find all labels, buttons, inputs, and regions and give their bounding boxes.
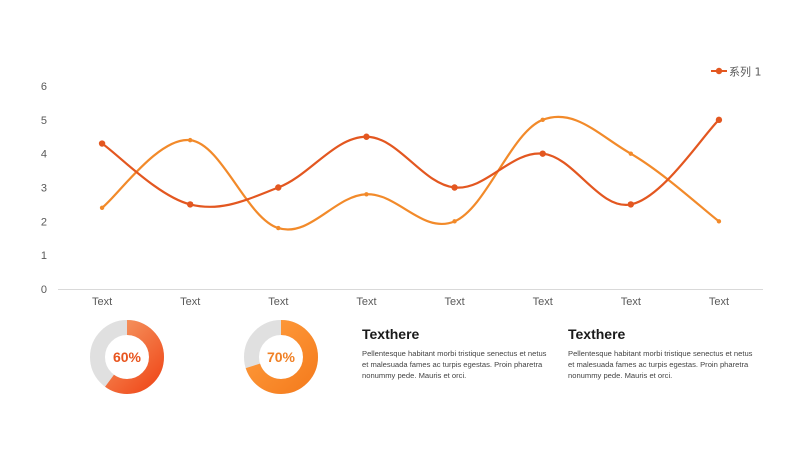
series-1-point [451, 184, 458, 191]
series-2-point [99, 205, 105, 210]
series-2-point [628, 151, 634, 156]
y-tick-label: 3 [41, 183, 47, 195]
series-1-point [627, 201, 635, 208]
text-block-body: Pellentesque habitant morbi tristique se… [568, 349, 753, 380]
donut-percent-label: 60% [113, 349, 142, 365]
x-tick-label: Text [444, 296, 464, 308]
x-tick-label: Text [709, 296, 729, 308]
series-2-point [364, 192, 369, 197]
x-tick-label: Text [621, 296, 641, 308]
text-block-1: Texthere Pellentesque habitant morbi tri… [362, 326, 547, 381]
series-2-point [187, 137, 193, 143]
x-tick-label: Text [268, 296, 288, 308]
series-1-point [715, 116, 723, 124]
donut-progress-arc [244, 320, 318, 394]
text-block-title: Texthere [362, 326, 420, 342]
legend-swatch-marker [715, 67, 723, 75]
x-tick-label: Text [180, 296, 200, 308]
series-1-line [101, 119, 720, 208]
series-2-point [540, 117, 545, 123]
series-2-point [276, 225, 281, 231]
x-tick-label: Text [533, 296, 553, 308]
y-tick-label: 4 [41, 149, 47, 161]
y-tick-label: 6 [41, 81, 47, 93]
text-block-title: Texthere [568, 326, 626, 342]
text-block-2: Texthere Pellentesque habitant morbi tri… [568, 326, 753, 381]
donut-progress-arc [90, 320, 164, 394]
series-1-point [275, 184, 282, 191]
y-tick-label: 1 [41, 250, 47, 262]
series-2-point [716, 219, 722, 224]
legend-label: 系列 1 [729, 65, 762, 79]
donut-percent-label: 70% [267, 349, 296, 365]
series-1-point [186, 201, 194, 208]
series-2-point [452, 219, 457, 224]
x-tick-label: Text [356, 296, 376, 308]
series-1-point [363, 133, 370, 140]
y-tick-label: 5 [41, 115, 47, 127]
series-1-point [539, 150, 546, 157]
series-1-point [98, 140, 106, 147]
x-tick-label: Text [92, 296, 112, 308]
y-tick-label: 0 [41, 284, 47, 296]
series-2-line [101, 115, 720, 231]
text-block-body: Pellentesque habitant morbi tristique se… [362, 349, 547, 380]
y-tick-label: 2 [41, 216, 47, 228]
